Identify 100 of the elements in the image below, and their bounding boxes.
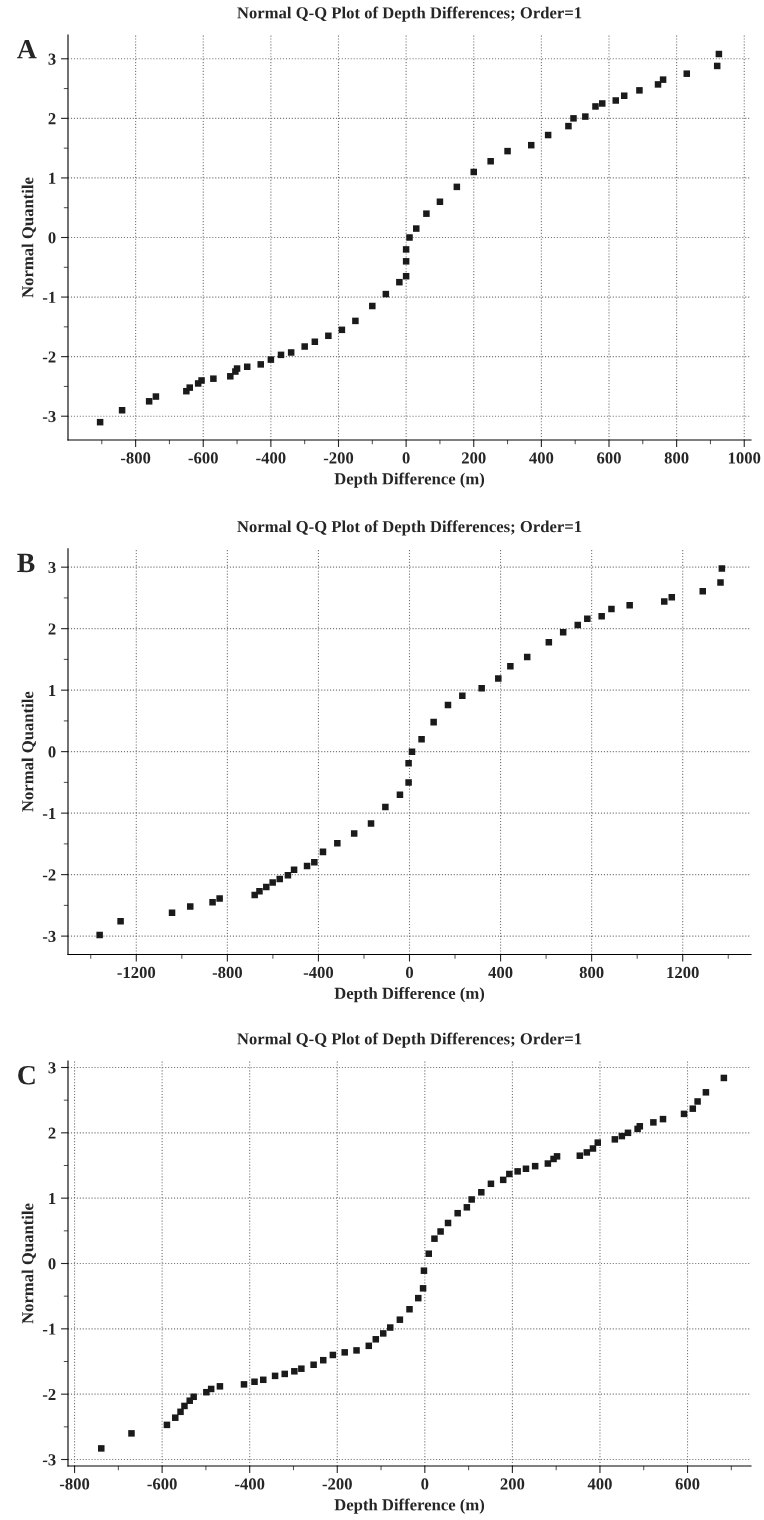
point — [145, 398, 153, 405]
point — [470, 168, 478, 176]
y-tick-label: 0 — [48, 232, 56, 244]
x-axis-title: Depth Difference (m) — [334, 987, 485, 1003]
point — [620, 92, 628, 99]
point — [478, 685, 485, 692]
point — [269, 879, 276, 886]
point — [311, 859, 318, 866]
y-tick-label: -3 — [42, 930, 56, 943]
y-tick-label: -2 — [42, 869, 56, 881]
point — [683, 70, 691, 77]
point — [287, 349, 295, 356]
point — [574, 621, 582, 629]
point — [487, 157, 494, 165]
x-tick-label: 400 — [529, 452, 554, 464]
x-tick-label: -400 — [256, 452, 286, 464]
point — [661, 598, 668, 605]
point — [559, 629, 567, 636]
point — [565, 122, 572, 130]
point — [227, 373, 234, 380]
x-tick-label: 800 — [664, 452, 689, 464]
x-tick-label: -400 — [303, 966, 334, 979]
x-tick-label: -200 — [323, 452, 354, 464]
point — [402, 258, 410, 265]
x-axis-title: Depth Difference (m) — [334, 1498, 485, 1514]
text: B — [17, 553, 35, 573]
point — [334, 840, 341, 847]
y-tick-label: -3 — [42, 1454, 56, 1466]
point — [301, 343, 308, 350]
point — [276, 875, 283, 883]
chart-title: Normal Q-Q Plot of Depth Differences; Order=1 — [237, 6, 582, 22]
point — [406, 234, 413, 241]
point — [636, 87, 643, 94]
point — [263, 883, 270, 891]
point — [423, 210, 430, 217]
point — [256, 887, 263, 895]
point — [582, 113, 589, 120]
text: A — [17, 39, 37, 59]
point — [608, 605, 615, 613]
y-tick-label: -1 — [42, 807, 56, 819]
point — [405, 779, 412, 786]
x-tick-label: -600 — [147, 1478, 177, 1490]
x-tick-label: -800 — [59, 1478, 90, 1490]
x-tick-label: 800 — [579, 966, 604, 979]
point — [402, 246, 410, 253]
point — [350, 830, 358, 837]
x-tick-label: 0 — [402, 452, 410, 464]
point — [216, 895, 223, 902]
y-tick-label: 1 — [49, 172, 56, 184]
point — [186, 384, 193, 391]
point — [717, 579, 724, 586]
y-tick-label: 2 — [48, 113, 56, 125]
x-tick-label: -800 — [120, 452, 151, 464]
point — [459, 692, 466, 699]
point — [290, 866, 298, 873]
point — [598, 100, 606, 107]
point — [352, 317, 359, 325]
y-axis-title: Normal Quantile — [21, 691, 36, 812]
point — [495, 675, 502, 682]
x-tick-label: 1200 — [667, 966, 699, 979]
point — [117, 918, 124, 925]
y-tick-label: -2 — [42, 351, 56, 363]
point — [396, 791, 404, 798]
x-tick-label: 200 — [461, 452, 486, 464]
point — [654, 81, 662, 88]
y-axis-title: Normal Quantile — [21, 1203, 36, 1324]
point — [430, 718, 437, 726]
y-tick-label: 2 — [48, 1127, 56, 1139]
y-tick-label: -1 — [42, 291, 56, 303]
point — [367, 820, 375, 827]
point — [592, 103, 599, 110]
x-tick-label: 600 — [675, 1478, 700, 1490]
y-tick-label: 0 — [48, 746, 56, 758]
point — [396, 278, 403, 286]
point — [504, 147, 511, 155]
x-tick-label: 600 — [597, 452, 621, 464]
y-tick-label: 1 — [49, 684, 56, 696]
point — [198, 377, 205, 384]
x-tick-label: 400 — [587, 1478, 612, 1490]
point — [168, 909, 176, 916]
y-tick-label: 0 — [48, 1258, 56, 1270]
point — [408, 748, 416, 755]
x-tick-label: 0 — [405, 966, 414, 979]
point — [369, 302, 376, 310]
y-tick-label: -2 — [42, 1388, 56, 1400]
y-tick-label: 2 — [48, 623, 56, 635]
point — [598, 613, 605, 620]
point — [96, 931, 103, 939]
x-tick-label: 1000 — [728, 452, 761, 464]
y-tick-label: -3 — [42, 410, 56, 423]
x-axis-title: Depth Difference (m) — [334, 472, 485, 488]
x-tick-label: -200 — [322, 1478, 352, 1490]
y-tick-label: -1 — [42, 1323, 56, 1335]
point — [187, 903, 194, 910]
point — [209, 899, 216, 906]
y-tick-label: 3 — [48, 561, 56, 574]
y-axis-title: Normal Quantile — [21, 177, 36, 298]
y-tick-label: 3 — [48, 1062, 56, 1074]
point — [311, 338, 319, 346]
point — [267, 356, 275, 363]
